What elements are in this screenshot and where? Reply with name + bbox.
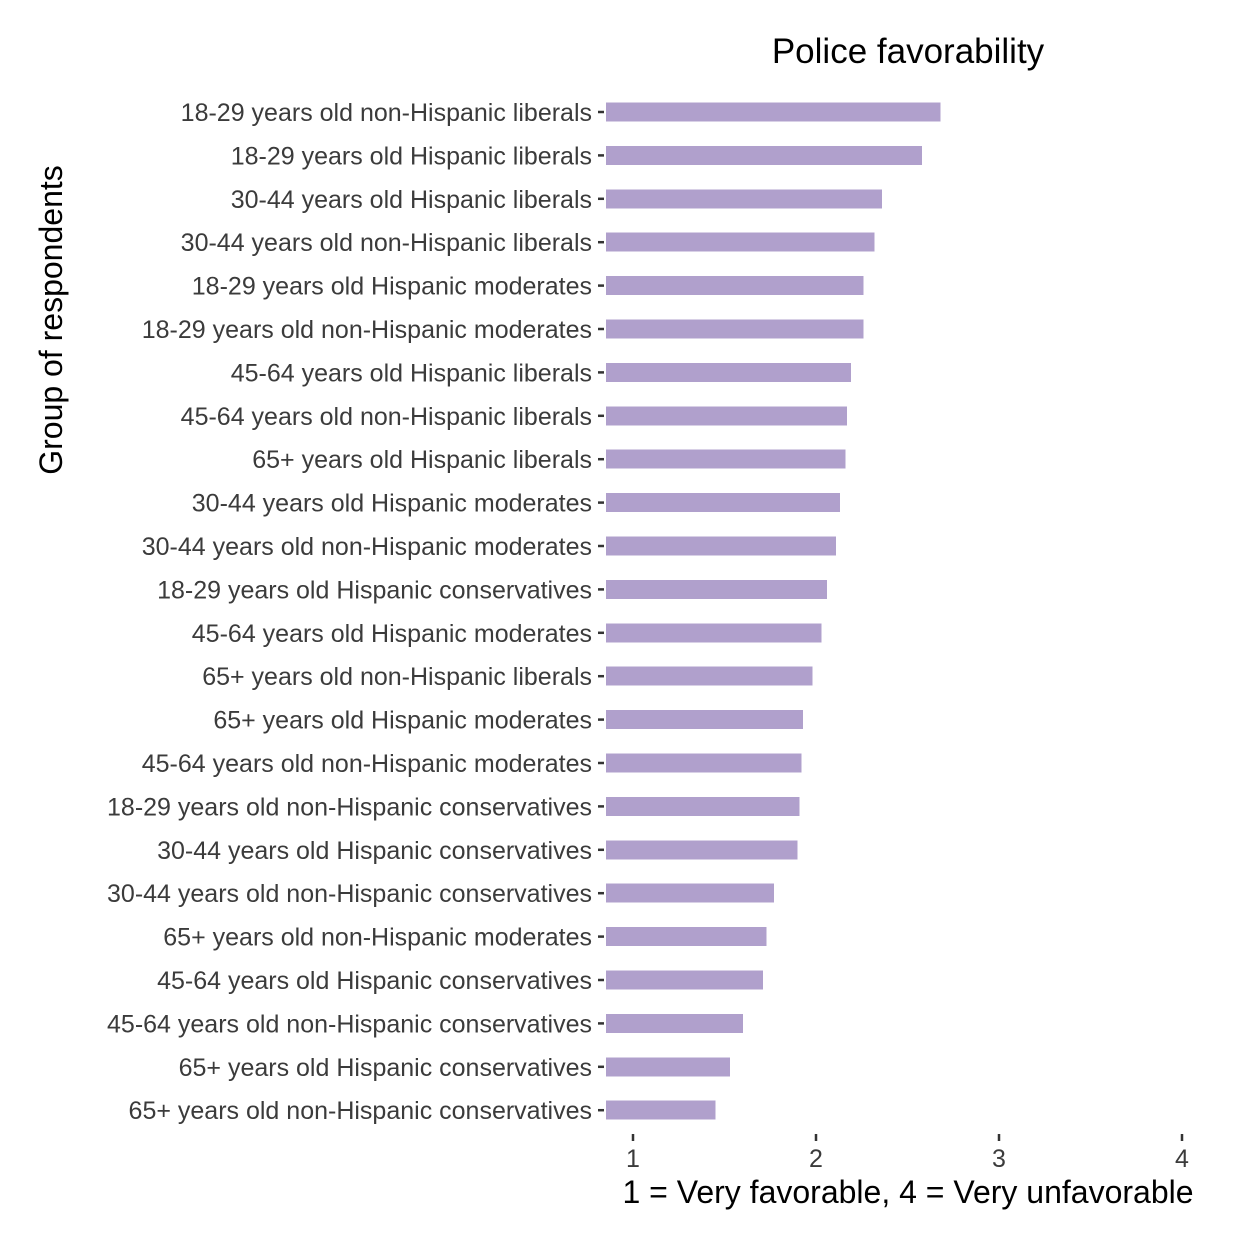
bar — [606, 493, 840, 513]
bar — [606, 753, 802, 773]
y-axis-title: Group of respondents — [33, 165, 69, 475]
x-tick-label: 3 — [992, 1145, 1006, 1173]
category-label: 30-44 years old non-Hispanic liberals — [181, 229, 592, 257]
category-labels: 18-29 years old non-Hispanic liberals 18-… — [107, 99, 604, 1125]
bar — [606, 666, 813, 686]
category-label: 30-44 years old non-Hispanic conservativ… — [107, 880, 592, 908]
bar — [606, 276, 864, 296]
bar — [606, 1100, 716, 1120]
category-label: 18-29 years old non-Hispanic liberals — [181, 99, 592, 127]
category-label: 45-64 years old Hispanic liberals — [231, 359, 592, 387]
bar — [606, 927, 767, 947]
category-label: 45-64 years old Hispanic conservatives — [157, 967, 592, 995]
bar — [606, 102, 941, 122]
category-label: 30-44 years old Hispanic conservatives — [157, 837, 592, 865]
bars-group — [606, 102, 941, 1120]
x-tick-label: 2 — [809, 1145, 823, 1173]
bar — [606, 710, 804, 730]
category-label: 65+ years old Hispanic conservatives — [179, 1054, 592, 1082]
bar — [606, 189, 882, 209]
category-label: 45-64 years old non-Hispanic conservativ… — [107, 1010, 592, 1038]
x-tick-label: 4 — [1175, 1145, 1189, 1173]
category-label: 30-44 years old Hispanic moderates — [192, 490, 592, 518]
bar — [606, 1013, 743, 1033]
category-label: 65+ years old Hispanic moderates — [213, 707, 592, 735]
x-axis-title: 1 = Very favorable, 4 = Very unfavorable — [622, 1174, 1193, 1210]
x-tick-label: 1 — [626, 1145, 640, 1173]
bar — [606, 449, 846, 469]
bar — [606, 1057, 730, 1077]
category-label: 18-29 years old non-Hispanic conservativ… — [107, 793, 592, 821]
bar — [606, 145, 923, 165]
bar — [606, 796, 800, 816]
category-label: 45-64 years old non-Hispanic moderates — [142, 750, 592, 778]
x-axis-ticks: 1 2 3 4 — [626, 1134, 1189, 1173]
category-label: 18-29 years old non-Hispanic moderates — [142, 316, 592, 344]
chart-title: Police favorability — [772, 32, 1045, 71]
bar — [606, 623, 822, 643]
category-label: 45-64 years old non-Hispanic liberals — [181, 403, 592, 431]
category-label: 65+ years old Hispanic liberals — [252, 446, 592, 474]
bar — [606, 840, 798, 860]
category-label: 18-29 years old Hispanic conservatives — [157, 576, 592, 604]
category-label: 65+ years old non-Hispanic liberals — [202, 663, 592, 691]
category-label: 18-29 years old Hispanic moderates — [192, 273, 592, 301]
bar — [606, 970, 763, 990]
category-label: 18-29 years old Hispanic liberals — [231, 142, 592, 170]
bar — [606, 579, 827, 599]
bar — [606, 362, 851, 382]
bar — [606, 883, 774, 903]
category-label: 65+ years old non-Hispanic moderates — [163, 924, 592, 952]
bar — [606, 319, 864, 339]
bar — [606, 232, 875, 252]
category-label: 45-64 years old Hispanic moderates — [192, 620, 592, 648]
category-label: 30-44 years old Hispanic liberals — [231, 186, 592, 214]
bar — [606, 536, 837, 556]
category-label: 30-44 years old non-Hispanic moderates — [142, 533, 592, 561]
category-label: 65+ years old non-Hispanic conservatives — [129, 1097, 592, 1125]
bar — [606, 406, 848, 426]
